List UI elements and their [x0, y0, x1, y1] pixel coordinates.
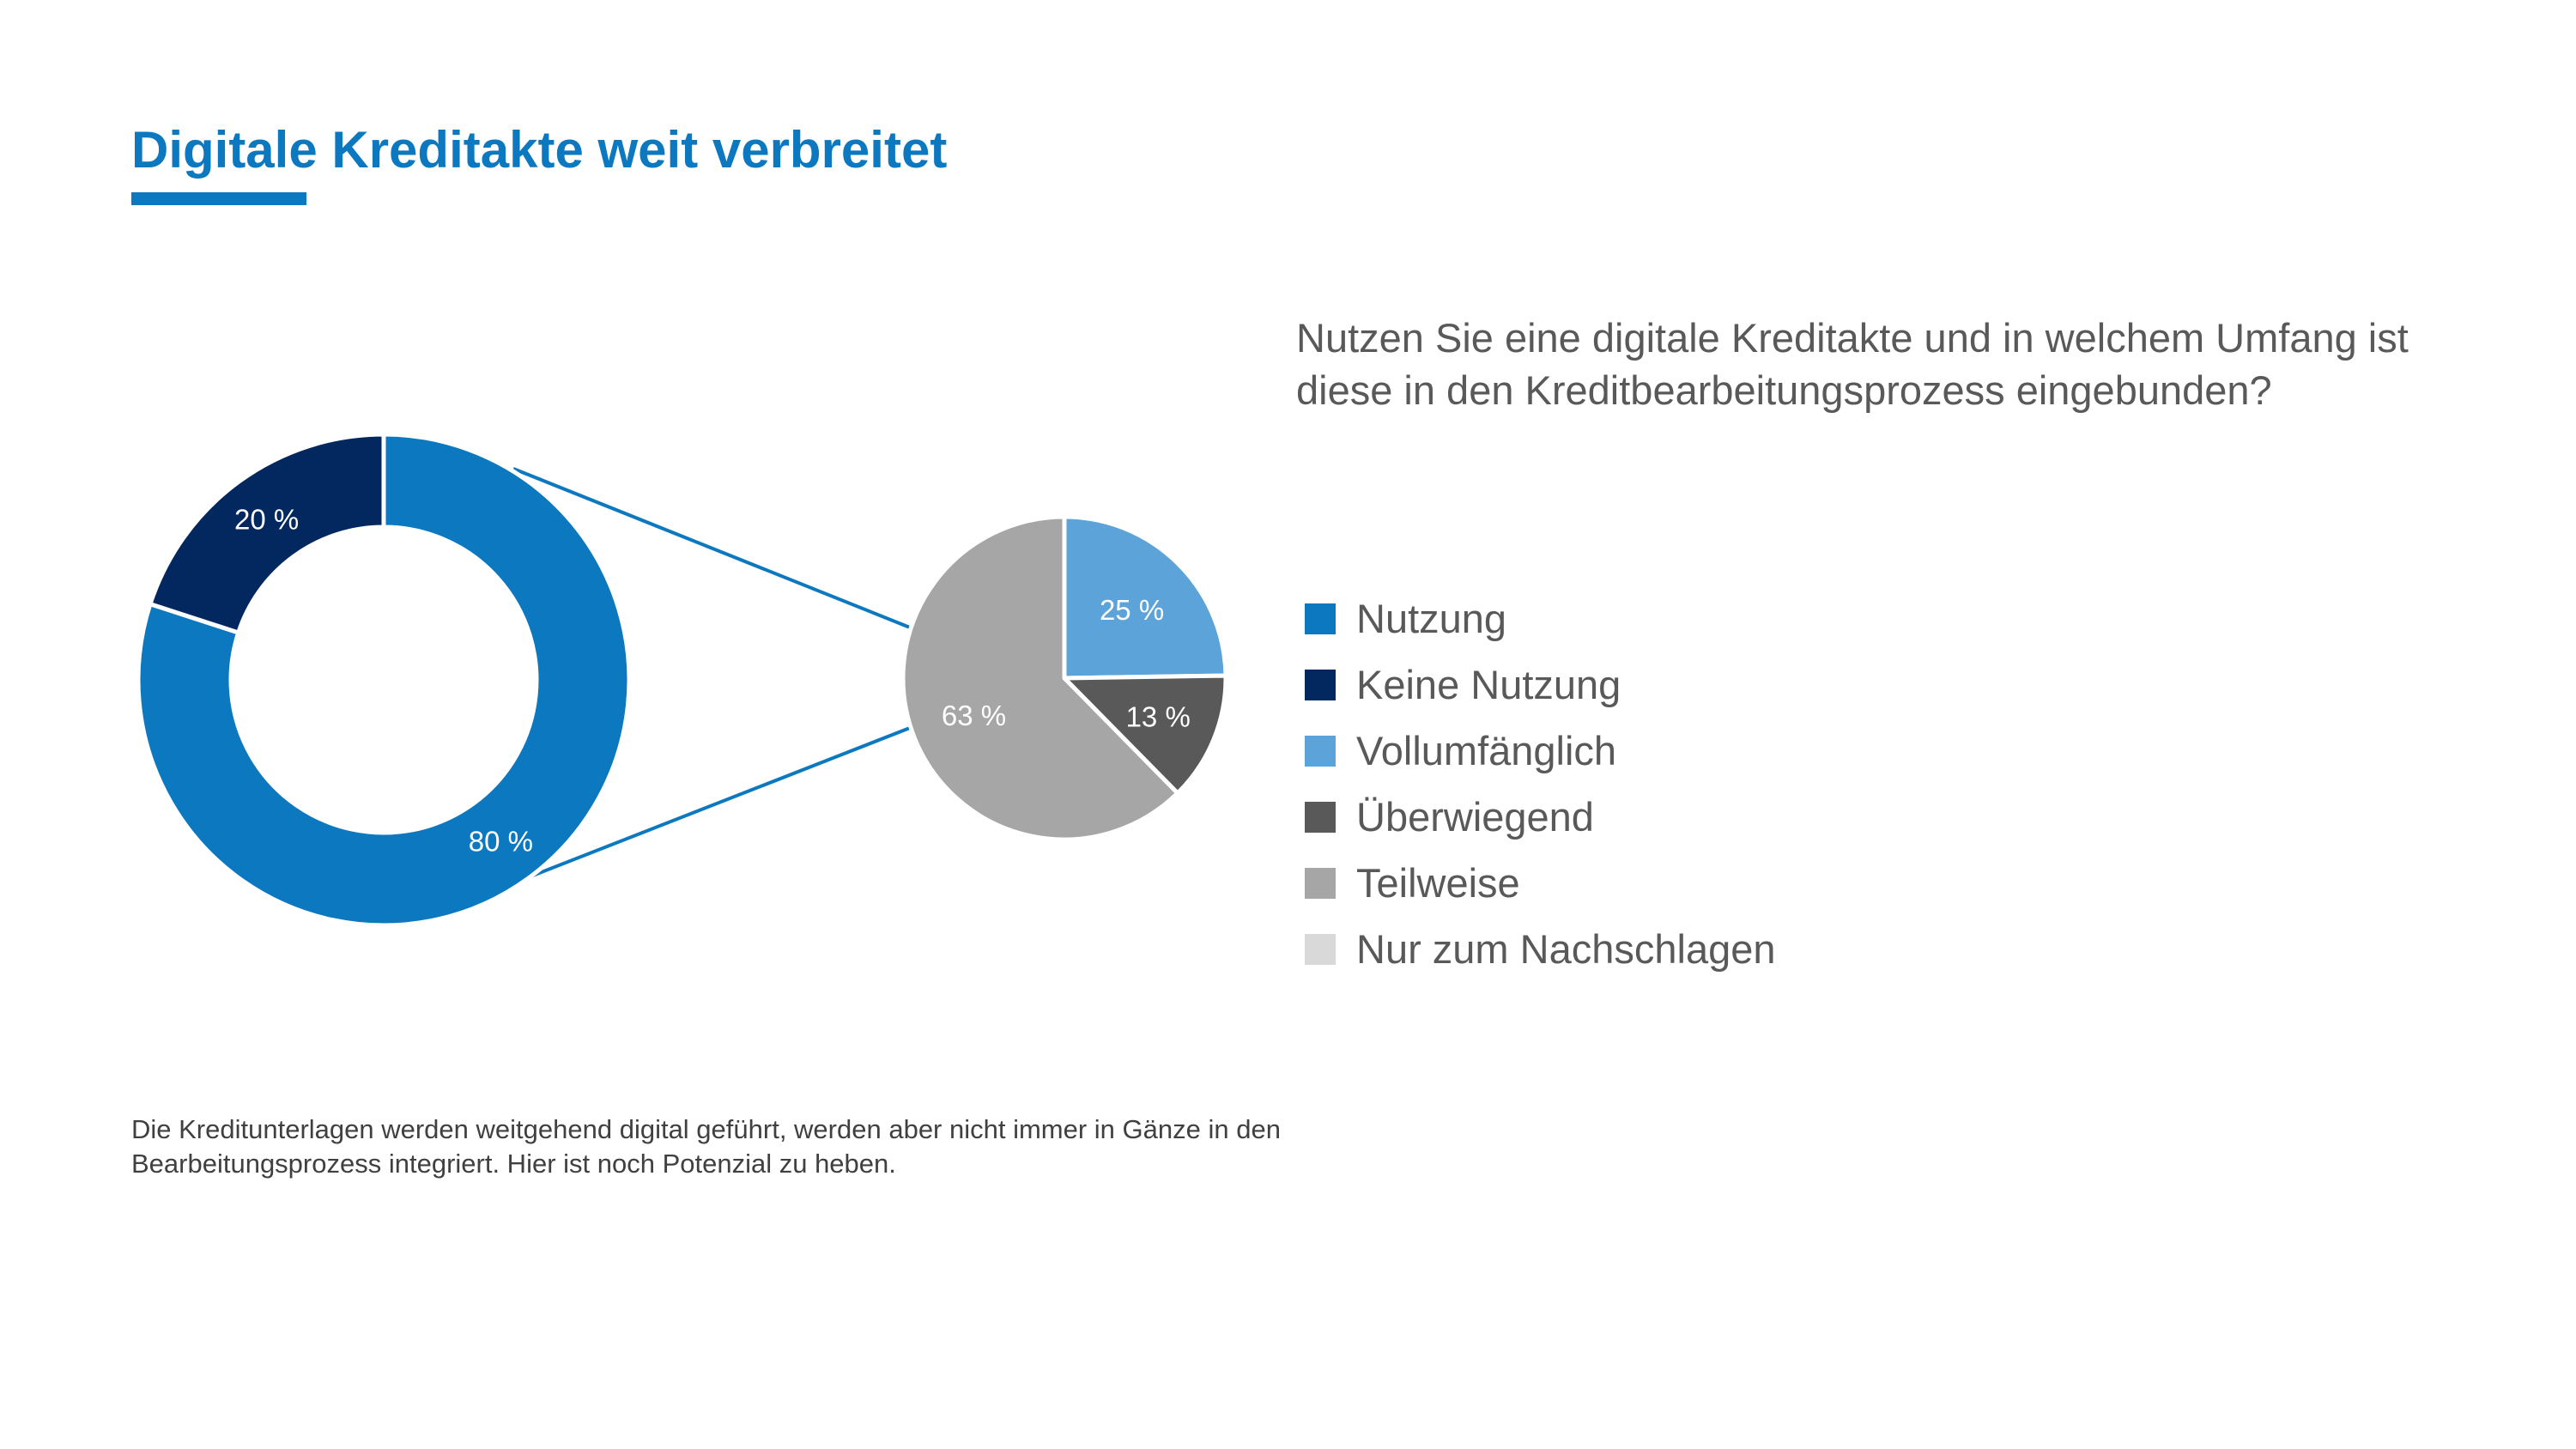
legend-item-keine-nutzung: Keine Nutzung — [1305, 652, 1776, 718]
legend-swatch — [1305, 669, 1336, 700]
pie-chart: 25 % 13 % 63 % — [900, 514, 1228, 842]
data-label-ueberwiegend: 13 % — [1126, 701, 1191, 733]
connector-line-bottom — [506, 724, 915, 888]
legend-item-vollumfaenglich: Vollumfänglich — [1305, 718, 1776, 784]
legend-label: Nutzung — [1356, 596, 1507, 641]
data-label-vollumfaenglich: 25 % — [1100, 594, 1164, 626]
legend-label: Keine Nutzung — [1356, 662, 1621, 707]
legend-label: Vollumfänglich — [1356, 728, 1617, 773]
slice-teilweise — [900, 514, 1180, 842]
survey-question: Nutzen Sie eine digitale Kreditakte und … — [1296, 315, 2409, 413]
legend-label: Nur zum Nachschlagen — [1356, 926, 1776, 972]
legend-item-nutzung: Nutzung — [1305, 585, 1776, 652]
footnote: Die Kreditunterlagen werden weitgehend d… — [131, 1114, 1281, 1179]
legend-swatch — [1305, 603, 1336, 634]
chart-legend: Nutzung Keine Nutzung Vollumfänglich Übe… — [1305, 585, 1776, 982]
legend-label: Teilweise — [1356, 860, 1520, 906]
connector-line-top — [512, 467, 915, 631]
title-underline — [131, 192, 306, 205]
slice-ueberwiegend — [1062, 673, 1228, 796]
legend-swatch — [1305, 933, 1336, 965]
legend-item-ueberwiegend: Überwiegend — [1305, 784, 1776, 850]
legend-item-teilweise: Teilweise — [1305, 850, 1776, 916]
connector-lines — [506, 467, 915, 888]
data-label-keine-nutzung: 20 % — [234, 503, 299, 535]
data-label-nutzung: 80 % — [469, 826, 533, 858]
data-label-teilweise: 63 % — [942, 700, 1006, 731]
donut-chart: 80 % 20 % — [136, 432, 632, 928]
slice-nutzung — [136, 432, 632, 928]
legend-label: Überwiegend — [1356, 794, 1594, 840]
slice-vollumfaenglich — [1062, 514, 1228, 681]
legend-item-nur-zum-nachschlagen: Nur zum Nachschlagen — [1305, 916, 1776, 982]
page-title: Digitale Kreditakte weit verbreitet — [131, 121, 948, 179]
slice-keine-nutzung — [148, 432, 386, 635]
legend-swatch — [1305, 735, 1336, 767]
legend-swatch — [1305, 867, 1336, 899]
legend-swatch — [1305, 801, 1336, 833]
